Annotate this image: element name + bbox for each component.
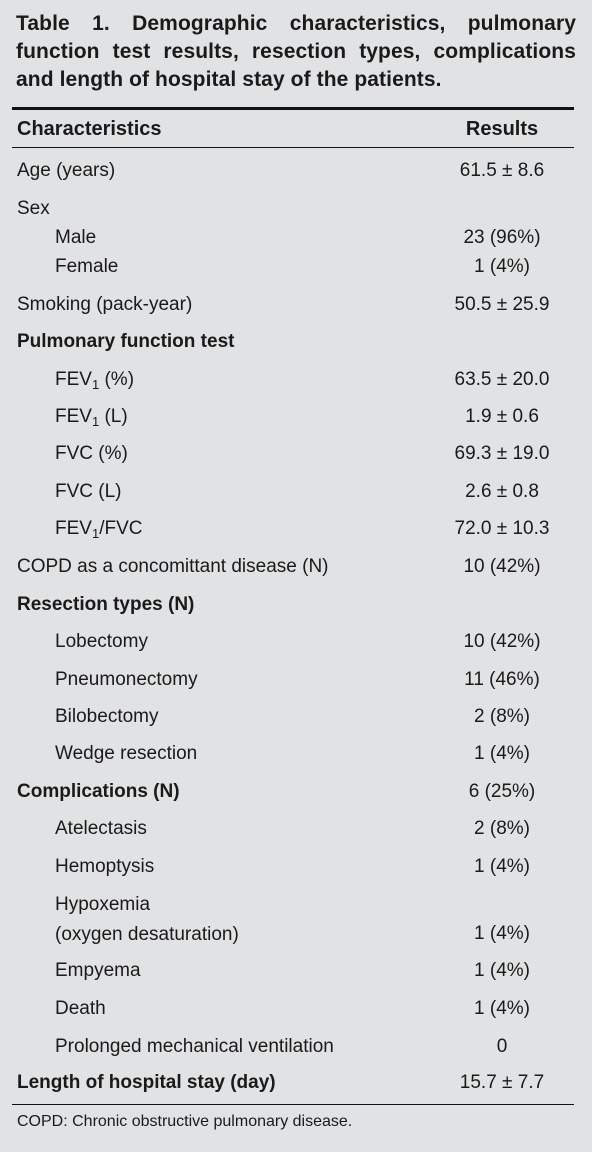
row-female: Female 1 (4%) xyxy=(0,253,592,281)
label-base: FEV xyxy=(55,518,92,539)
row-complications: Complications (N) 6 (25%) xyxy=(0,778,592,806)
row-value: 6 (25%) xyxy=(468,781,536,802)
row-label: COPD as a concomittant disease (N) xyxy=(17,556,329,577)
bottom-rule xyxy=(12,1104,574,1105)
row-value: 10 (42%) xyxy=(463,631,541,652)
row-label: Lobectomy xyxy=(55,631,148,652)
row-value: 10 (42%) xyxy=(463,556,541,577)
row-value: 15.7 ± 7.7 xyxy=(459,1072,545,1093)
row-label: Atelectasis xyxy=(55,818,147,839)
row-label: Hemoptysis xyxy=(55,856,155,877)
row-fev1-liters: FEV1 (L) 1.9 ± 0.6 xyxy=(0,403,592,431)
row-value: 23 (96%) xyxy=(463,227,541,248)
row-fvc-liters: FVC (L) 2.6 ± 0.8 xyxy=(0,478,592,506)
column-header-results: Results xyxy=(465,118,539,140)
row-label: Female xyxy=(55,256,119,277)
label-suffix: (L) xyxy=(99,406,128,427)
row-fev1-fvc: FEV1/FVC 72.0 ± 10.3 xyxy=(0,515,592,543)
row-value: 69.3 ± 19.0 xyxy=(454,443,550,464)
row-value: 63.5 ± 20.0 xyxy=(454,369,550,390)
label-subscript: 1 xyxy=(91,377,100,392)
header-rule xyxy=(12,147,574,148)
label-subscript: 1 xyxy=(91,414,100,429)
row-label: Age (years) xyxy=(17,160,116,181)
column-header-characteristics: Characteristics xyxy=(17,118,162,140)
row-value: 2 (8%) xyxy=(474,818,530,839)
row-age: Age (years) 61.5 ± 8.6 xyxy=(0,157,592,185)
row-value: 2 (8%) xyxy=(474,706,530,727)
row-smoking: Smoking (pack-year) 50.5 ± 25.9 xyxy=(0,291,592,319)
row-sex: Sex xyxy=(0,195,592,223)
row-label: Smoking (pack-year) xyxy=(17,294,193,315)
row-bilobectomy: Bilobectomy 2 (8%) xyxy=(0,703,592,731)
row-copd: COPD as a concomittant disease (N) 10 (4… xyxy=(0,553,592,581)
row-prolonged-ventilation: Prolonged mechanical ventilation 0 xyxy=(0,1033,592,1061)
row-fev1-percent: FEV1 (%) 63.5 ± 20.0 xyxy=(0,366,592,394)
label-subscript: 1 xyxy=(91,526,100,541)
section-label: Complications (N) xyxy=(17,781,180,802)
label-suffix: (%) xyxy=(99,369,135,390)
row-label: Bilobectomy xyxy=(55,706,159,727)
row-label: Pneumonectomy xyxy=(55,669,198,690)
top-rule xyxy=(12,107,574,110)
row-label: Death xyxy=(55,998,106,1019)
row-length-of-stay: Length of hospital stay (day) 15.7 ± 7.7 xyxy=(0,1069,592,1097)
row-label: Male xyxy=(55,227,97,248)
row-label: FEV1 (%) xyxy=(55,366,134,394)
label-line-2: (oxygen desaturation) xyxy=(55,924,239,945)
row-value: 1 (4%) xyxy=(474,998,530,1019)
row-lobectomy: Lobectomy 10 (42%) xyxy=(0,628,592,656)
row-value: 1 (4%) xyxy=(474,743,530,764)
section-label: Resection types (N) xyxy=(17,594,195,615)
label-base: FEV xyxy=(55,369,92,390)
section-label: Pulmonary function test xyxy=(17,331,235,352)
row-label: FVC (%) xyxy=(55,443,128,464)
row-empyema: Empyema 1 (4%) xyxy=(0,957,592,985)
row-value: 0 xyxy=(496,1036,508,1057)
row-resection-types: Resection types (N) xyxy=(0,591,592,619)
row-value: 2.6 ± 0.8 xyxy=(465,481,539,502)
row-fvc-percent: FVC (%) 69.3 ± 19.0 xyxy=(0,440,592,468)
label-base: FEV xyxy=(55,406,92,427)
section-label: Length of hospital stay (day) xyxy=(17,1072,276,1093)
row-label: FEV1 (L) xyxy=(55,403,128,431)
row-hypoxemia: Hypoxemia (oxygen desaturation) 1 (4%) xyxy=(0,890,592,950)
row-value: 1 (4%) xyxy=(474,256,530,277)
row-death: Death 1 (4%) xyxy=(0,995,592,1023)
row-wedge-resection: Wedge resection 1 (4%) xyxy=(0,740,592,768)
row-label: Prolonged mechanical ventilation xyxy=(55,1036,334,1057)
label-suffix: /FVC xyxy=(99,518,143,539)
footnote: COPD: Chronic obstructive pulmonary dise… xyxy=(17,1113,353,1130)
row-value: 11 (46%) xyxy=(464,669,540,690)
row-value: 72.0 ± 10.3 xyxy=(454,518,550,539)
row-hemoptysis: Hemoptysis 1 (4%) xyxy=(0,853,592,881)
table-title: Table 1. Demographic characteristics, pu… xyxy=(16,12,576,91)
row-label: FEV1/FVC xyxy=(55,515,142,543)
row-value: 61.5 ± 8.6 xyxy=(459,160,545,181)
row-label: Sex xyxy=(17,198,50,219)
row-value: 50.5 ± 25.9 xyxy=(454,294,550,315)
row-atelectasis: Atelectasis 2 (8%) xyxy=(0,815,592,843)
row-label: Wedge resection xyxy=(55,743,198,764)
row-value: 1 (4%) xyxy=(474,923,530,944)
row-value: 1.9 ± 0.6 xyxy=(465,406,539,427)
row-label: FVC (L) xyxy=(55,481,122,502)
row-label: Empyema xyxy=(55,960,141,981)
row-pneumonectomy: Pneumonectomy 11 (46%) xyxy=(0,666,592,694)
row-value: 1 (4%) xyxy=(474,856,530,877)
label-line-1: Hypoxemia xyxy=(55,894,151,915)
row-label: Hypoxemia (oxygen desaturation) xyxy=(55,890,239,950)
row-pulmonary-function-test: Pulmonary function test xyxy=(0,328,592,356)
row-value: 1 (4%) xyxy=(474,960,530,981)
row-male: Male 23 (96%) xyxy=(0,224,592,252)
